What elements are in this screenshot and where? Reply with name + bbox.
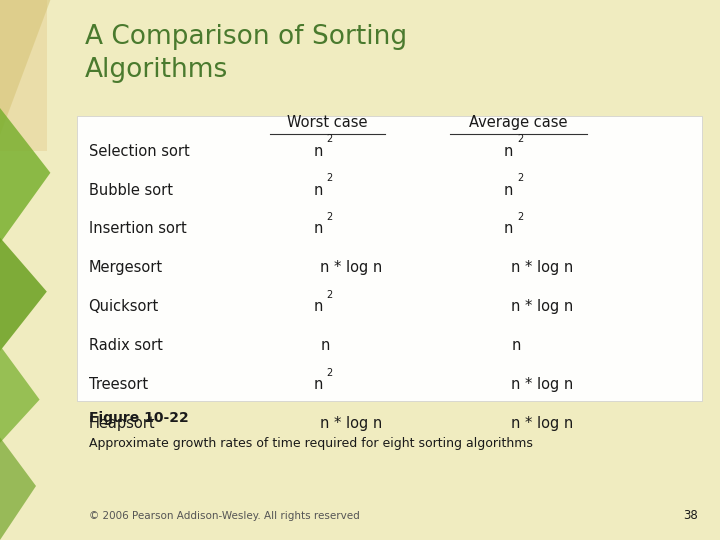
- Polygon shape: [0, 0, 47, 151]
- Text: n: n: [313, 144, 323, 159]
- Text: n: n: [313, 299, 323, 314]
- Text: n * log n: n * log n: [511, 377, 573, 392]
- Polygon shape: [0, 346, 40, 443]
- Text: n: n: [504, 221, 513, 237]
- Text: A Comparison of Sorting: A Comparison of Sorting: [85, 24, 407, 50]
- Text: 2: 2: [517, 212, 523, 222]
- Text: n * log n: n * log n: [320, 416, 382, 431]
- Text: 2: 2: [517, 173, 523, 183]
- Text: © 2006 Pearson Addison-Wesley. All rights reserved: © 2006 Pearson Addison-Wesley. All right…: [89, 511, 359, 521]
- Text: n: n: [313, 377, 323, 392]
- Text: Worst case: Worst case: [287, 114, 368, 130]
- Text: Average case: Average case: [469, 114, 567, 130]
- Text: n: n: [504, 144, 513, 159]
- Text: 2: 2: [326, 173, 333, 183]
- Text: n * log n: n * log n: [320, 260, 382, 275]
- Polygon shape: [0, 0, 50, 135]
- Text: Figure 10-22: Figure 10-22: [89, 411, 189, 426]
- Text: Insertion sort: Insertion sort: [89, 221, 186, 237]
- Text: n: n: [504, 183, 513, 198]
- Text: 2: 2: [517, 134, 523, 144]
- Text: Bubble sort: Bubble sort: [89, 183, 173, 198]
- Text: 2: 2: [326, 212, 333, 222]
- Text: n * log n: n * log n: [511, 299, 573, 314]
- Text: Algorithms: Algorithms: [85, 57, 228, 83]
- Text: Approximate growth rates of time required for eight sorting algorithms: Approximate growth rates of time require…: [89, 437, 532, 450]
- Text: n: n: [511, 338, 521, 353]
- Text: Quicksort: Quicksort: [89, 299, 159, 314]
- Text: Treesort: Treesort: [89, 377, 148, 392]
- Polygon shape: [0, 238, 47, 351]
- Text: 2: 2: [326, 368, 333, 377]
- Text: n: n: [313, 221, 323, 237]
- Polygon shape: [0, 437, 36, 540]
- Text: n * log n: n * log n: [511, 416, 573, 431]
- Text: Heapsort: Heapsort: [89, 416, 156, 431]
- Text: 2: 2: [326, 134, 333, 144]
- Text: 38: 38: [684, 509, 698, 522]
- Text: n: n: [320, 338, 330, 353]
- FancyBboxPatch shape: [77, 116, 702, 401]
- Text: n: n: [313, 183, 323, 198]
- Text: 2: 2: [326, 290, 333, 300]
- Polygon shape: [0, 108, 50, 243]
- Text: Radix sort: Radix sort: [89, 338, 163, 353]
- Text: Selection sort: Selection sort: [89, 144, 189, 159]
- Text: Mergesort: Mergesort: [89, 260, 163, 275]
- Text: n * log n: n * log n: [511, 260, 573, 275]
